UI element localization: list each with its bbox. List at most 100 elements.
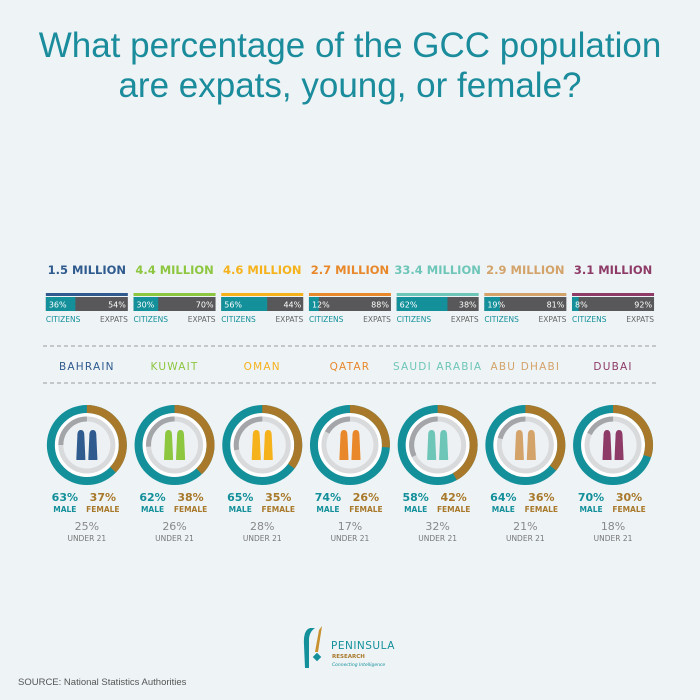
female-arc: [397, 405, 478, 485]
woman-icon: [526, 430, 536, 460]
citizens-pct: 8%: [575, 301, 588, 310]
country-name: DUBAI: [593, 361, 632, 373]
person-icon: [479, 180, 487, 202]
woman-icon: [614, 430, 624, 460]
population-icons: [387, 152, 487, 258]
person-icon: [438, 236, 446, 258]
male-pct: 63%: [52, 491, 78, 504]
person-icon: [387, 236, 395, 258]
female-label: FEMALE: [525, 505, 558, 514]
citizens-pct: 30%: [137, 301, 155, 310]
female-pct: 36%: [528, 491, 554, 504]
under21-label: UNDER 21: [594, 534, 633, 543]
country-name: SAUDI ARABIA: [393, 361, 482, 373]
logo: PENINSULA RESEARCH Connecting Intelligen…: [303, 626, 395, 668]
citizens-pct: 12%: [312, 301, 330, 310]
person-icon: [418, 236, 426, 258]
country-color-bar: [45, 293, 128, 296]
person-icon: [268, 236, 276, 258]
population-label: 4.4 MILLION: [135, 263, 213, 277]
citizens-bar: [45, 297, 76, 311]
person-icon: [510, 236, 519, 258]
citizens-label: CITIZENS: [221, 315, 256, 324]
under21-pct: 21%: [513, 520, 537, 533]
population-icons: [335, 236, 364, 258]
male-label: MALE: [579, 505, 602, 514]
person-icon: [149, 236, 158, 258]
citizens-label: CITIZENS: [309, 315, 344, 324]
expats-label: EXPATS: [451, 315, 479, 324]
woman-icon: [351, 430, 361, 460]
person-icon: [418, 208, 426, 230]
woman-icon: [602, 430, 612, 460]
citizens-pct: 62%: [400, 301, 418, 310]
gender-donut: [46, 405, 127, 485]
country-name: OMAN: [244, 361, 281, 373]
country-name: QATAR: [330, 361, 371, 373]
population-label: 4.6 MILLION: [223, 263, 301, 277]
female-label: FEMALE: [262, 505, 295, 514]
female-arc: [46, 405, 127, 485]
citizens-label: CITIZENS: [484, 315, 519, 324]
under21-pct: 32%: [425, 520, 449, 533]
under21-label: UNDER 21: [155, 534, 194, 543]
population-icons: [237, 236, 286, 258]
person-icon: [278, 244, 286, 258]
person-icon: [247, 236, 256, 258]
expats-pct: 38%: [459, 301, 477, 310]
citizens-bar: [396, 297, 448, 311]
country-column: 1.5 MILLION 36% 54% CITIZENS EXPATS BAHRAIN 63…: [45, 236, 128, 543]
person-icon: [613, 236, 622, 258]
expats-label: EXPATS: [626, 315, 654, 324]
expats-pct: 88%: [371, 301, 389, 310]
person-icon: [237, 236, 245, 258]
person-icon: [428, 180, 436, 202]
male-pct: 65%: [227, 491, 253, 504]
female-label: FEMALE: [349, 505, 382, 514]
country-column: 4.4 MILLION 30% 70% CITIZENS EXPATS KUWAIT 62%…: [133, 236, 216, 543]
person-icon: [335, 236, 343, 258]
person-icon: [418, 152, 426, 174]
person-icon: [397, 208, 406, 230]
woman-icon: [76, 430, 86, 460]
under21-pct: 25%: [75, 520, 99, 533]
woman-icon: [263, 430, 273, 460]
citizens-label: CITIZENS: [46, 315, 81, 324]
woman-icon: [514, 430, 524, 460]
person-icon: [531, 238, 539, 258]
person-icon: [603, 236, 612, 258]
person-icon: [397, 236, 406, 258]
female-arc: [222, 405, 303, 485]
person-icon: [593, 236, 601, 258]
logo-name: PENINSULA: [331, 640, 395, 652]
person-icon: [438, 180, 446, 202]
person-icon: [448, 165, 457, 174]
person-icon: [521, 236, 529, 258]
person-icon: [458, 208, 467, 230]
expats-bar: [572, 297, 655, 311]
country-name: ABU DHABI: [491, 361, 561, 373]
male-label: MALE: [492, 505, 515, 514]
person-icon: [190, 249, 199, 258]
expats-pct: 54%: [108, 301, 126, 310]
population-label: 2.7 MILLION: [311, 263, 389, 277]
country-column: 33.4 MILLION 62% 38% CITIZENS EXPATS SAUDI AR…: [387, 152, 487, 543]
under21-label: UNDER 21: [243, 534, 282, 543]
under21-arc: [321, 416, 379, 474]
expats-label: EXPATS: [188, 315, 216, 324]
person-icon: [448, 236, 457, 258]
under21-label: UNDER 21: [418, 534, 457, 543]
person-icon: [438, 152, 446, 174]
female-pct: 26%: [353, 491, 379, 504]
expats-label: EXPATS: [100, 315, 128, 324]
person-icon: [428, 208, 436, 230]
female-label: FEMALE: [612, 505, 645, 514]
expats-label: EXPATS: [363, 315, 391, 324]
under21-label: UNDER 21: [506, 534, 545, 543]
population-icons: [593, 236, 632, 258]
person-icon: [387, 208, 395, 230]
female-pct: 37%: [90, 491, 116, 504]
female-arc: [309, 405, 390, 485]
expats-pct: 92%: [634, 301, 652, 310]
country-color-bar: [308, 293, 391, 296]
